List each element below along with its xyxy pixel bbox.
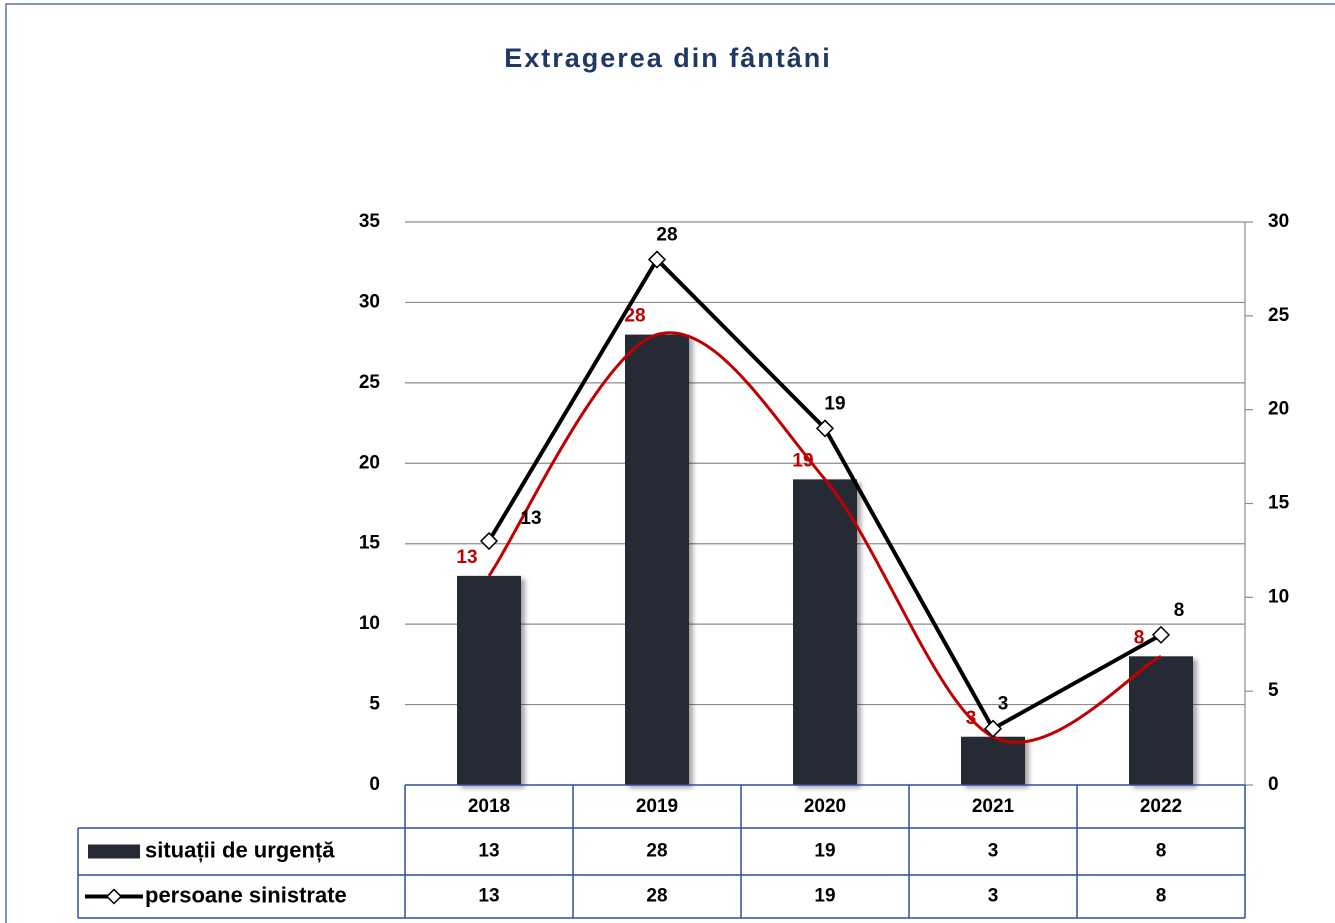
frame: [5, 3, 1335, 923]
table-value: 19: [814, 841, 835, 862]
table-value: 8: [1156, 886, 1167, 907]
y2-tick-label: 25: [1268, 305, 1290, 326]
table-value: 13: [478, 841, 499, 862]
marker: [983, 719, 1003, 738]
table-value: 28: [646, 886, 667, 907]
x-tick-label: 2022: [1140, 796, 1182, 817]
bar-value-label: 13: [456, 547, 477, 568]
y2-tick-label: 10: [1268, 586, 1289, 607]
table-value: 28: [646, 841, 667, 862]
line-value-label: 28: [656, 225, 677, 246]
marker: [647, 250, 667, 269]
table-value: 13: [478, 886, 499, 907]
y-tick-label: 20: [359, 452, 380, 473]
marker: [1151, 625, 1171, 644]
legend-label: situații de urgență: [145, 837, 335, 862]
y2-tick-label: 0: [1268, 774, 1279, 795]
line-value-label: 13: [520, 508, 541, 529]
x-tick-label: 2019: [636, 796, 678, 817]
x-tick-label: 2018: [468, 796, 510, 817]
bar-value-label: 3: [966, 708, 977, 729]
line-value-label: 19: [824, 393, 845, 414]
table-value: 8: [1156, 841, 1167, 862]
bar-value-label: 19: [792, 450, 813, 471]
legend-label: persoane sinistrate: [145, 882, 347, 907]
marker: [479, 531, 499, 551]
y-tick-label: 35: [359, 211, 381, 232]
trend-curve: [487, 331, 1162, 744]
y-tick-label: 5: [369, 694, 380, 715]
marker: [815, 419, 835, 438]
chart-title: Extragerea din fântâni: [504, 43, 832, 73]
line-value-label: 8: [1174, 600, 1185, 621]
legend-key: [105, 888, 123, 905]
bar-value-label: 28: [624, 306, 645, 327]
y2-tick-label: 15: [1268, 493, 1290, 514]
bar: [1129, 656, 1193, 785]
y-tick-label: 10: [359, 613, 380, 634]
y2-tick-label: 5: [1268, 680, 1279, 701]
bar: [961, 736, 1025, 785]
table-value: 3: [988, 841, 999, 862]
y-tick-label: 0: [369, 774, 380, 795]
y-tick-label: 30: [359, 291, 380, 312]
y2-tick-label: 30: [1268, 211, 1289, 232]
y-tick-label: 15: [359, 533, 381, 554]
bar: [625, 334, 689, 785]
bar: [457, 575, 521, 785]
table-value: 19: [814, 886, 835, 907]
bar-value-label: 8: [1134, 627, 1145, 648]
bar: [793, 479, 857, 785]
x-tick-label: 2020: [804, 796, 846, 817]
x-tick-label: 2021: [972, 796, 1015, 817]
legend-key: [88, 844, 140, 859]
table-value: 3: [988, 886, 999, 907]
y-tick-label: 25: [359, 372, 381, 393]
y2-tick-label: 20: [1268, 399, 1289, 420]
line-value-label: 3: [998, 694, 1009, 715]
